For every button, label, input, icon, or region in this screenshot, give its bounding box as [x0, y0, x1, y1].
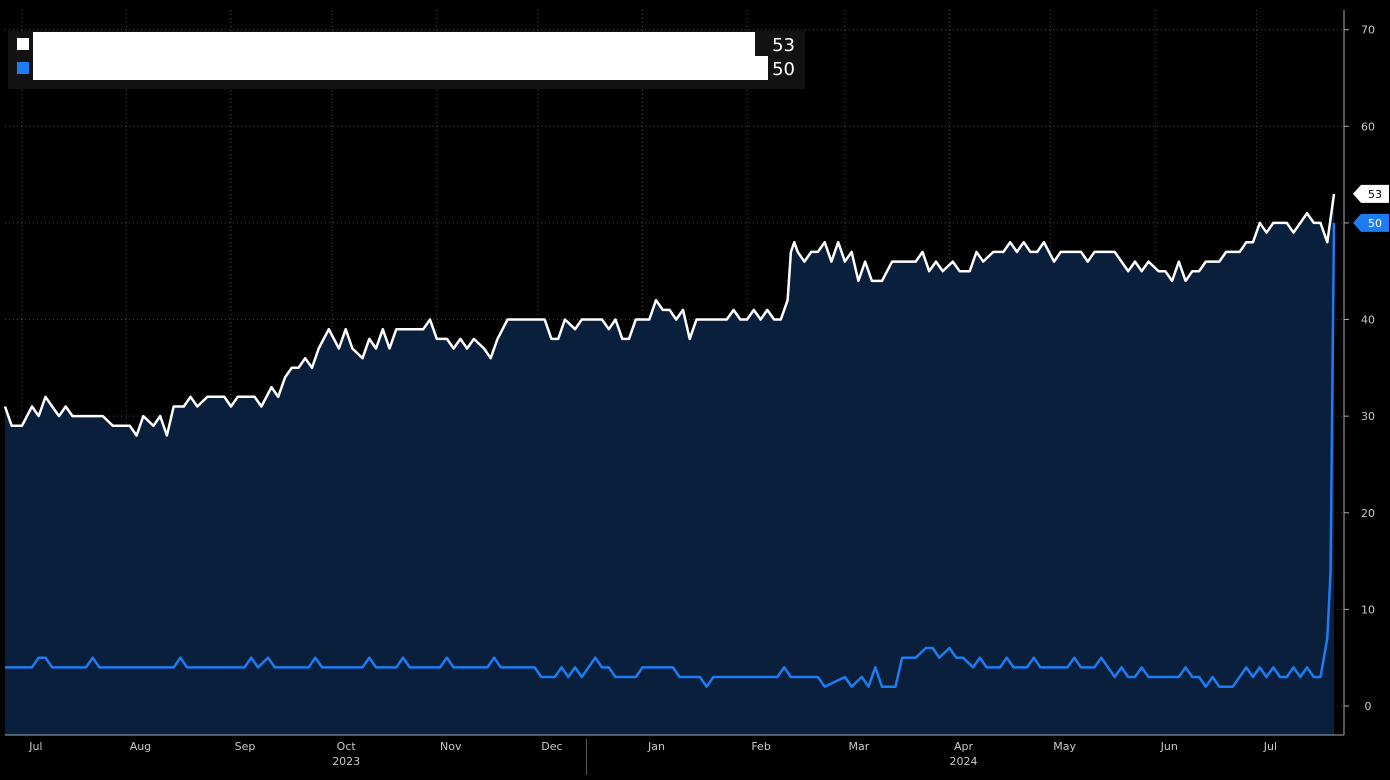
last-value-badge-text: 50 — [1368, 217, 1382, 230]
y-axis: 010203040506070 — [1343, 10, 1375, 735]
x-tick-label: Mar — [849, 740, 870, 753]
x-tick-label: Jul — [1263, 740, 1277, 753]
y-tick-label: 70 — [1361, 24, 1375, 37]
last-value-badges: 53 50 — [1353, 184, 1389, 232]
area-fill — [5, 193, 1334, 735]
legend-value-1: 53 — [772, 35, 795, 56]
last-value-badge-text: 53 — [1368, 188, 1382, 201]
y-tick-label: 10 — [1361, 603, 1375, 616]
x-axis: Jul Aug Sep Oct Nov Dec Jan Feb Mar Apr May Jun Jul 2… — [5, 734, 1344, 775]
legend: Procentní šance Donalda Trumpa na vítězs… — [8, 31, 805, 89]
series-line-1 — [3, 193, 1336, 437]
x-tick-label: Jun — [1160, 740, 1178, 753]
legend-swatch-1 — [17, 38, 29, 50]
series-area-1 — [5, 193, 1334, 735]
y-tick-label: 30 — [1361, 410, 1375, 423]
series-lines — [3, 193, 1336, 688]
x-tick-label: Jan — [647, 740, 665, 753]
x-tick-label: May — [1053, 740, 1076, 753]
x-tick-label: Sep — [235, 740, 256, 753]
x-tick-label: Oct — [337, 740, 357, 753]
series-line-2 — [5, 222, 1336, 688]
legend-swatch-2 — [17, 62, 29, 74]
y-tick-label: 40 — [1361, 314, 1375, 327]
year-label: 2024 — [949, 755, 977, 768]
x-tick-label: Jul — [28, 740, 42, 753]
legend-label-highlight — [33, 32, 755, 56]
x-tick-label: Apr — [954, 740, 974, 753]
x-tick-label: Feb — [751, 740, 770, 753]
y-tick-label: 60 — [1361, 120, 1375, 133]
y-tick-label: 20 — [1361, 507, 1375, 520]
legend-label-1: Procentní šance Donalda Trumpa na vítězs… — [35, 35, 735, 56]
x-tick-label: Aug — [130, 740, 151, 753]
x-tick-label: Nov — [440, 740, 462, 753]
x-tick-label: Dec — [541, 740, 562, 753]
legend-label-2: Procentní šance Kamaly Harrisové na vítě… — [35, 59, 746, 80]
last-value-badge-1 — [1353, 184, 1389, 203]
last-value-badge-2 — [1353, 213, 1389, 232]
legend-label-highlight — [33, 56, 768, 80]
y-tick-label: 0 — [1365, 700, 1372, 713]
year-label: 2023 — [332, 755, 360, 768]
legend-value-2: 50 — [772, 59, 795, 80]
